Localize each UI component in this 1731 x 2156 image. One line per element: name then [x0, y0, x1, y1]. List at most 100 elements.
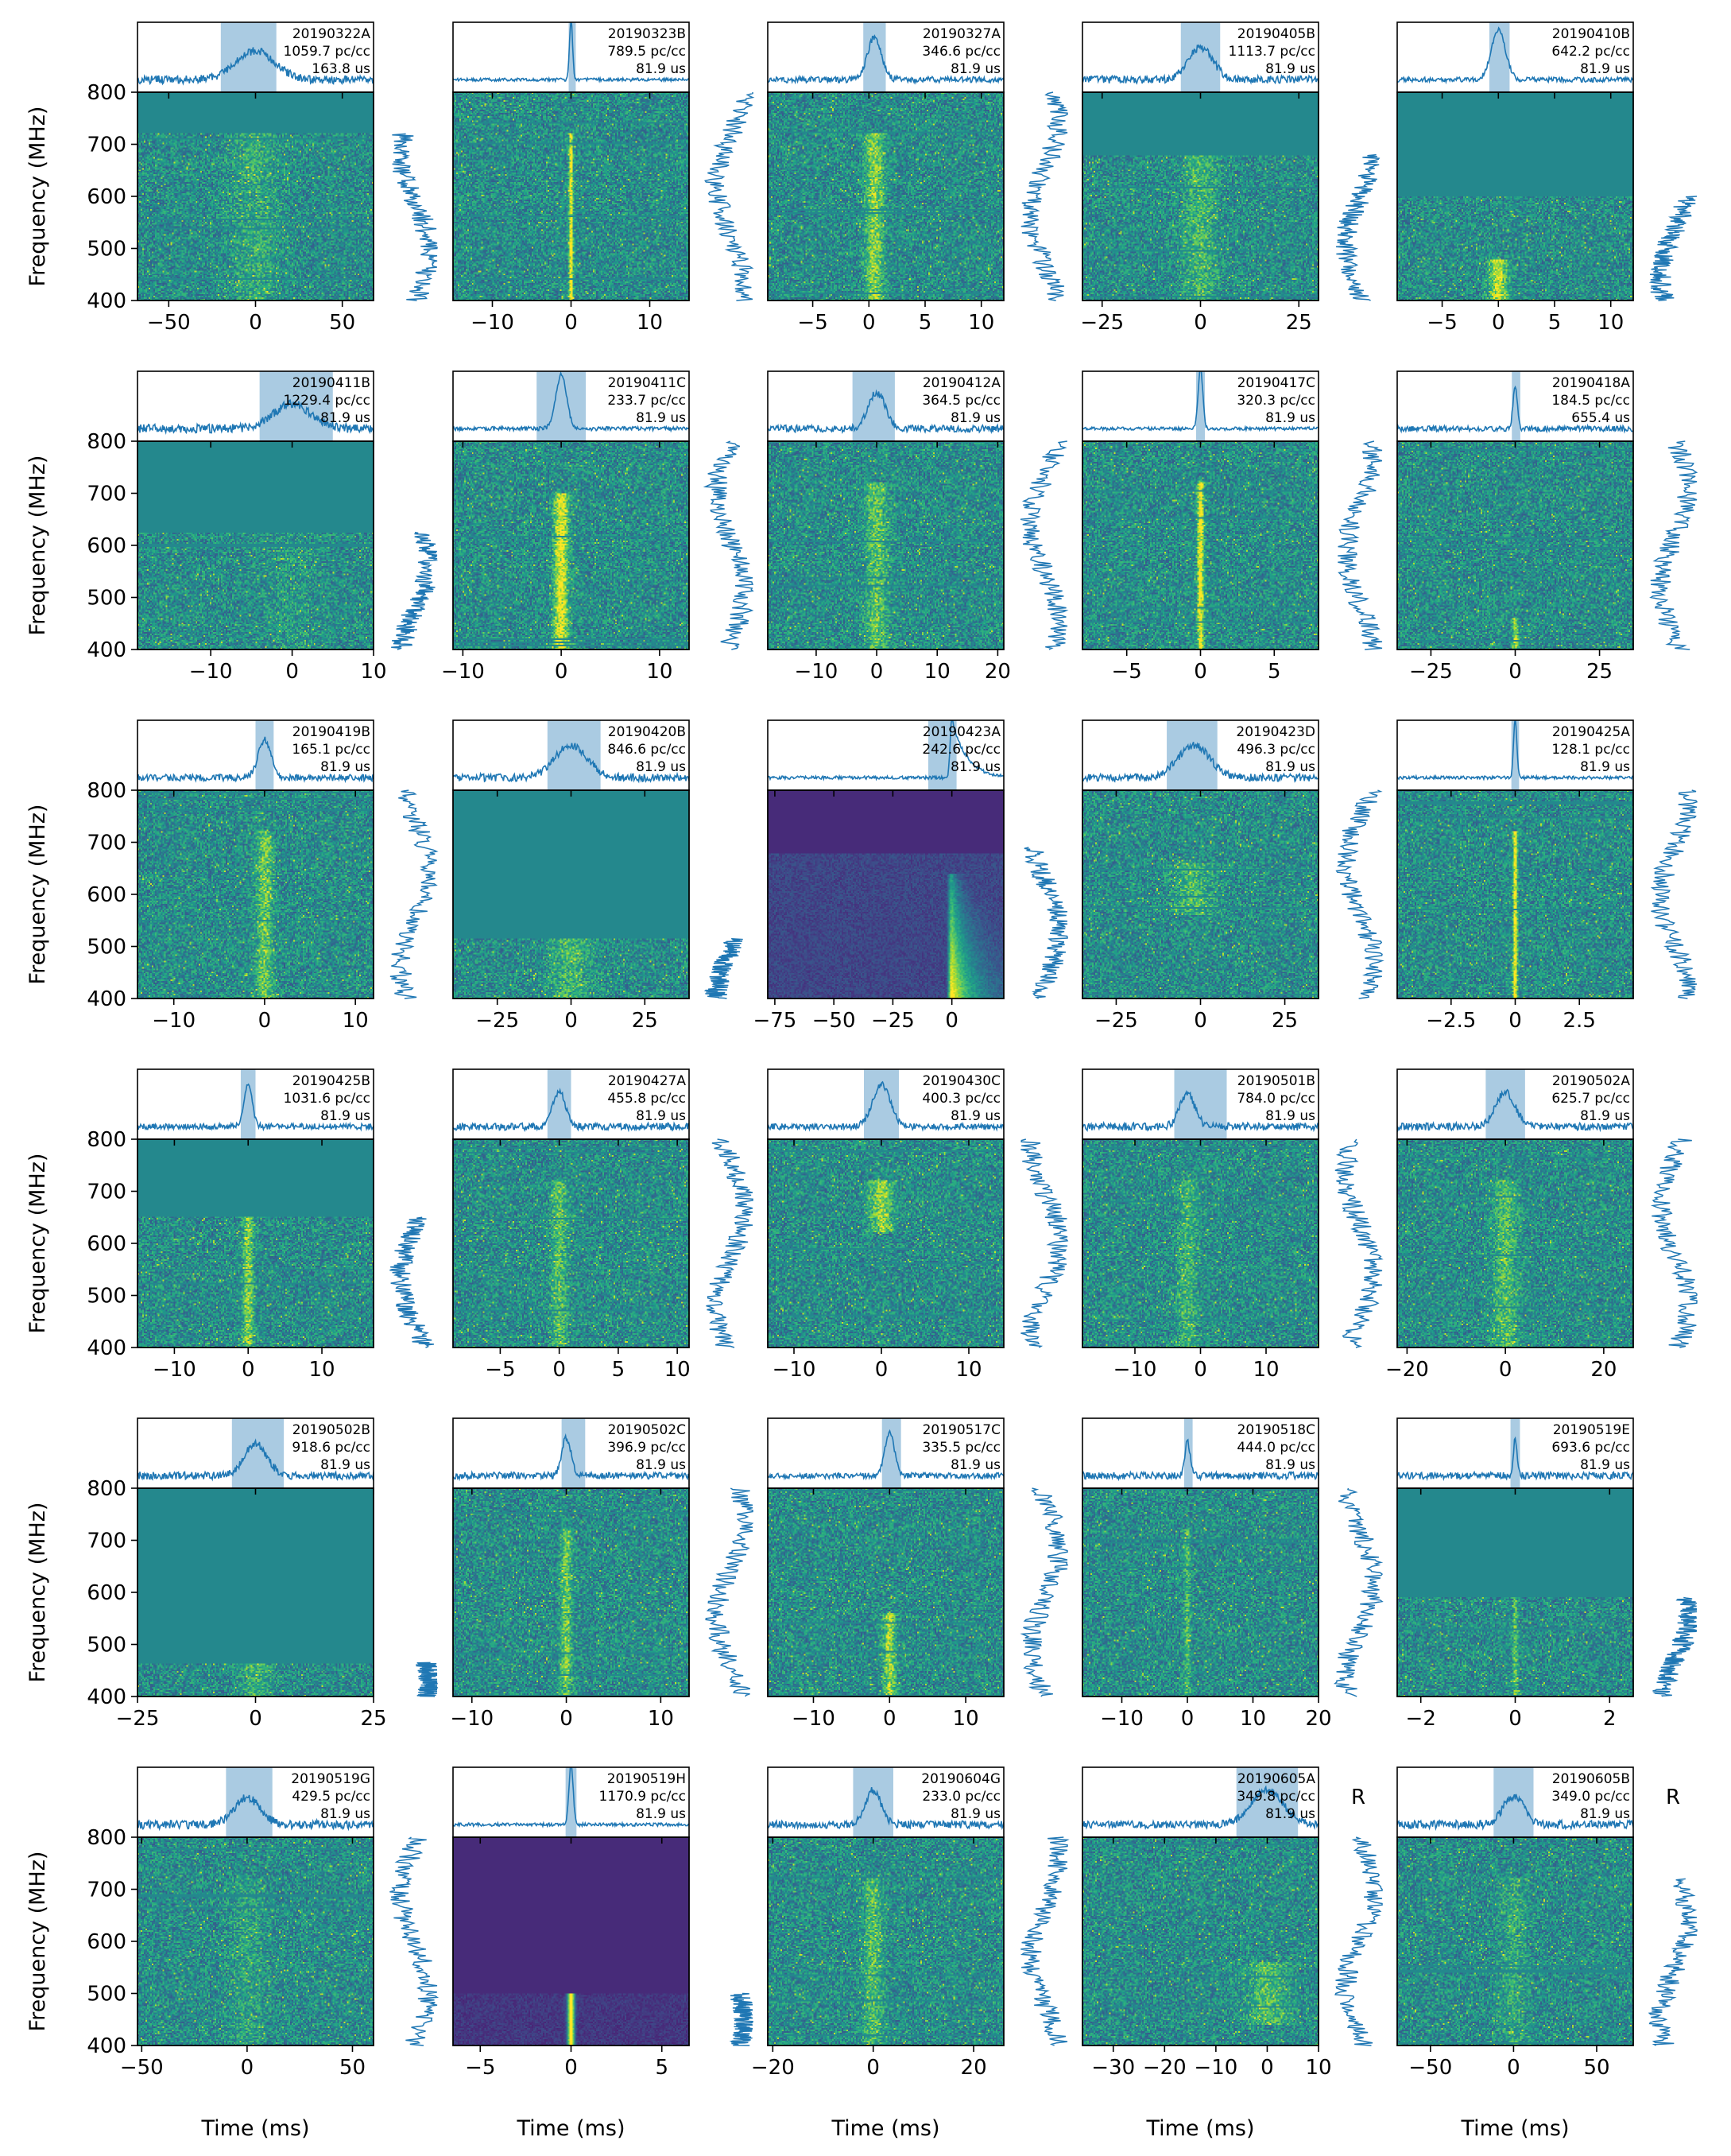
xtick-label-20190411C-0: 0 [555, 660, 568, 684]
dynamic-spectrum-20190327A [768, 92, 1004, 301]
xtick-label-20190425A-0: 0 [1508, 1009, 1522, 1033]
pulse-profile-20190519E [1397, 1436, 1633, 1482]
pulse-profile-20190412A [768, 389, 1004, 435]
pulse-profile-20190420B [453, 743, 689, 784]
burst-window-20190427A [547, 1069, 571, 1139]
annotation-dm-20190427A: 455.8 pc/cc [607, 1091, 686, 1107]
spectrum-20190423A [1024, 847, 1068, 999]
pulse-profile-20190519G [137, 1794, 374, 1832]
pulse-profile-20190323B [453, 22, 689, 83]
xtick-label-20190323B-0: 0 [564, 311, 578, 335]
annotation-res-20190604G: 81.9 us [951, 1806, 1001, 1822]
xtick-label-20190411B-0: 0 [285, 660, 299, 684]
pulse-profile-20190423D [1082, 742, 1319, 783]
ytick-label-20190411B-700: 700 [87, 483, 126, 506]
xtick-label-20190423D--25: −25 [1094, 1009, 1138, 1033]
ytick-label-20190425B-400: 400 [87, 1336, 126, 1360]
xtick-label-20190419B-0: 0 [258, 1009, 272, 1033]
xtick-label-20190405B--25: −25 [1080, 311, 1124, 335]
annotation-dm-20190501B: 784.0 pc/cc [1237, 1091, 1315, 1107]
annotation-name-20190427A: 20190427A [608, 1073, 687, 1089]
xtick-label-20190501B--10: −10 [1113, 1358, 1157, 1382]
annotation-name-20190411B: 20190411B [292, 375, 370, 391]
xtick-label-20190605A-0: 0 [1260, 2056, 1274, 2080]
xtick-label-20190605A-10: 10 [1305, 2056, 1331, 2080]
annotation-dm-20190518C: 444.0 pc/cc [1237, 1440, 1315, 1456]
xtick-label-20190502B-25: 25 [360, 1707, 386, 1731]
annotation-name-20190423A: 20190423A [923, 724, 1001, 740]
annotation-dm-20190425B: 1031.6 pc/cc [284, 1091, 370, 1107]
annotation-res-20190502C: 81.9 us [636, 1457, 686, 1473]
xtick-label-20190501B-10: 10 [1253, 1358, 1279, 1382]
spectrum-20190419B [389, 789, 439, 999]
pulse-profile-20190425B [137, 1083, 374, 1132]
annotation-name-20190425A: 20190425A [1552, 724, 1631, 740]
ytick-label-20190519G-500: 500 [87, 1983, 126, 2007]
spectrum-20190425A [1650, 789, 1698, 999]
ytick-label-20190502B-400: 400 [87, 1685, 126, 1709]
dynamic-spectrum-20190519H [453, 1837, 689, 2045]
annotation-dm-20190411B: 1229.4 pc/cc [284, 393, 370, 409]
xtick-label-20190430C--10: −10 [773, 1358, 816, 1382]
xtick-label-20190420B--25: −25 [475, 1009, 519, 1033]
xlabel-col-4: Time (ms) [1145, 2116, 1254, 2141]
xtick-label-20190502A-0: 0 [1499, 1358, 1512, 1382]
xtick-label-20190502C--10: −10 [450, 1707, 494, 1731]
pulse-profile-20190411B [137, 399, 374, 436]
burst-window-20190411B [259, 371, 333, 441]
xtick-label-20190501B-0: 0 [1194, 1358, 1207, 1382]
dynamic-spectrum-20190411C [453, 441, 689, 650]
annotation-res-20190519G: 81.9 us [320, 1806, 370, 1822]
ytick-label-20190322A-800: 800 [87, 81, 126, 105]
annotation-res-20190427A: 81.9 us [636, 1108, 686, 1124]
xtick-label-20190412A--10: −10 [794, 660, 838, 684]
burst-window-20190405B [1180, 22, 1221, 92]
annotation-res-20190405B: 81.9 us [1265, 61, 1315, 77]
ytick-label-20190502B-500: 500 [87, 1634, 126, 1658]
xtick-label-20190418A--25: −25 [1409, 660, 1453, 684]
ytick-label-20190425B-500: 500 [87, 1285, 126, 1309]
annotation-res-20190418A: 655.4 us [1571, 410, 1630, 426]
ylabel-row-1: Frequency (MHz) [25, 107, 50, 287]
annotation-res-20190517C: 81.9 us [951, 1457, 1001, 1473]
heatmap-frame-20190605A [1082, 1836, 1319, 2046]
dynamic-spectrum-20190419B [137, 790, 374, 999]
xlabels: Time (ms) Time (ms) Time (ms) Time (ms) Time… [200, 2116, 1569, 2141]
dynamic-spectrum-20190425B [137, 1139, 374, 1348]
burst-window-20190519E [1510, 1418, 1520, 1488]
dynamic-spectrum-20190417C [1082, 441, 1319, 650]
spectrum-20190412A [1020, 440, 1069, 650]
spectrum-20190327A [1020, 91, 1068, 301]
heatmap-frame-20190604G [767, 1836, 1005, 2046]
xtick-label-20190411B-10: 10 [360, 660, 386, 684]
spectrum-20190519G [389, 1836, 440, 2046]
pulse-profile-20190518C [1082, 1438, 1319, 1482]
annotation-name-20190502A: 20190502A [1552, 1073, 1631, 1089]
annotation-res-20190419B: 81.9 us [320, 759, 370, 775]
annotation-name-20190517C: 20190517C [923, 1422, 1001, 1438]
annotation-name-20190502C: 20190502C [608, 1422, 686, 1438]
ytick-label-20190502B-700: 700 [87, 1530, 126, 1553]
ytick-label-20190419B-600: 600 [87, 883, 126, 907]
xtick-label-20190417C-0: 0 [1194, 660, 1207, 684]
burst-window-20190322A [220, 22, 277, 92]
pulse-profile-20190502C [453, 1433, 689, 1482]
xtick-label-20190605B-50: 50 [1583, 2056, 1609, 2080]
pulse-profile-20190327A [768, 34, 1004, 85]
annotation-dm-20190423A: 242.6 pc/cc [922, 742, 1001, 758]
xtick-label-20190417C-5: 5 [1268, 660, 1281, 684]
xtick-label-20190605B-0: 0 [1507, 2056, 1520, 2080]
pulse-profile-20190501B [1082, 1090, 1319, 1133]
xtick-label-20190425A--2.5: −2.5 [1426, 1009, 1476, 1033]
annotation-dm-20190327A: 346.6 pc/cc [922, 44, 1001, 60]
burst-window-20190605A [1236, 1767, 1299, 1837]
ylabel-row-2: Frequency (MHz) [25, 456, 50, 636]
annotation-dm-20190605B: 349.0 pc/cc [1551, 1789, 1630, 1805]
